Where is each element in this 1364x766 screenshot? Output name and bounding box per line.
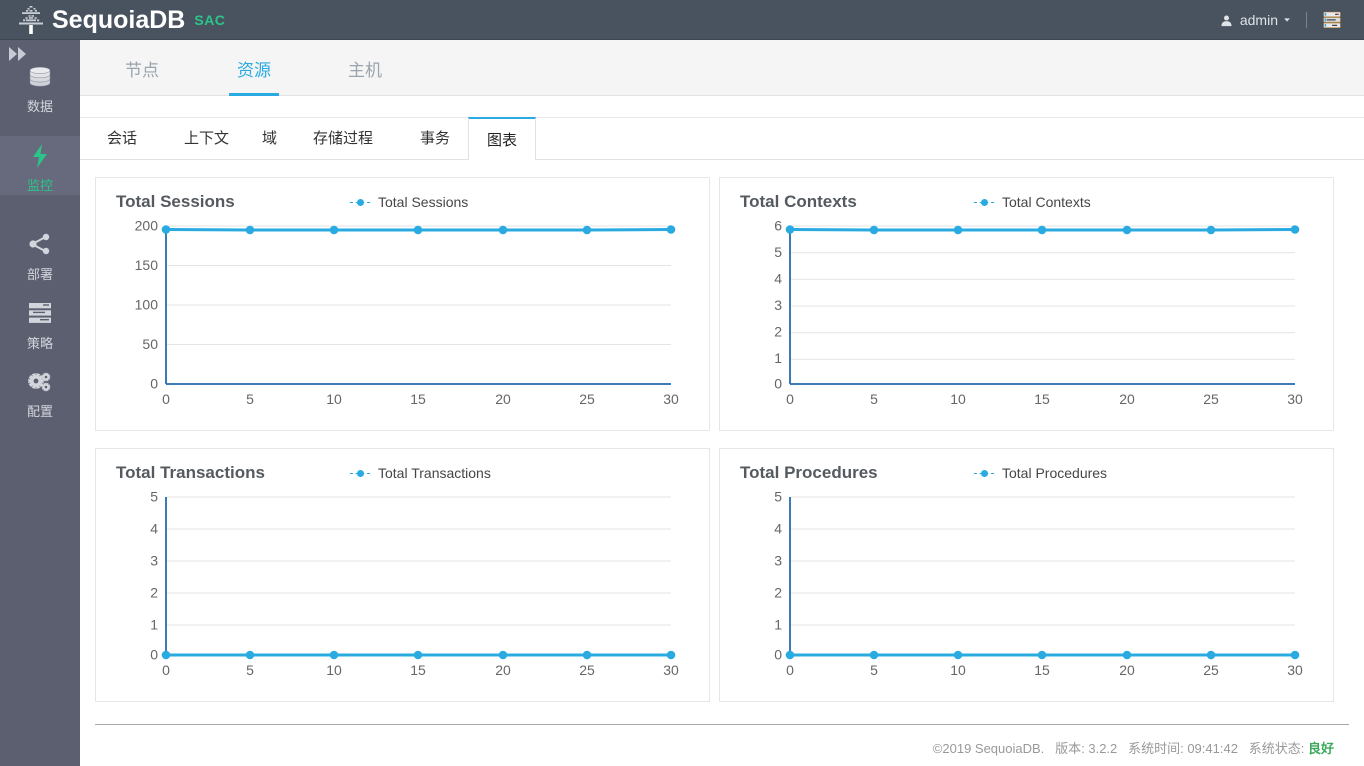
svg-text:6: 6 [774,218,782,234]
svg-text:15: 15 [410,391,426,407]
svg-text:5: 5 [246,391,254,407]
svg-text:15: 15 [1034,391,1050,407]
svg-text:25: 25 [579,391,595,407]
svg-text:4: 4 [150,521,158,537]
svg-text:20: 20 [495,662,511,678]
svg-text:2: 2 [774,585,782,601]
svg-text:15: 15 [1034,662,1050,678]
svg-text:3: 3 [150,553,158,569]
svg-text:25: 25 [579,662,595,678]
svg-text:20: 20 [495,391,511,407]
svg-text:25: 25 [1203,662,1219,678]
svg-text:5: 5 [774,244,782,260]
svg-text:25: 25 [1203,391,1219,407]
svg-text:5: 5 [870,662,878,678]
svg-text:5: 5 [870,391,878,407]
svg-text:0: 0 [774,376,782,392]
svg-text:150: 150 [135,257,159,273]
svg-text:5: 5 [774,489,782,505]
svg-text:100: 100 [135,297,159,313]
svg-text:1: 1 [150,617,158,633]
svg-text:50: 50 [142,336,158,352]
svg-text:5: 5 [150,489,158,505]
svg-text:1: 1 [774,350,782,366]
svg-text:10: 10 [950,391,966,407]
svg-text:10: 10 [950,662,966,678]
svg-text:3: 3 [774,553,782,569]
svg-text:3: 3 [774,297,782,313]
svg-text:10: 10 [326,391,342,407]
svg-text:0: 0 [162,662,170,678]
svg-text:4: 4 [774,271,782,287]
svg-text:30: 30 [1287,662,1303,678]
svg-text:30: 30 [663,662,679,678]
svg-text:15: 15 [410,662,426,678]
svg-text:200: 200 [135,218,159,234]
svg-text:5: 5 [246,662,254,678]
svg-text:20: 20 [1119,391,1135,407]
svg-text:0: 0 [786,391,794,407]
svg-text:0: 0 [774,647,782,663]
svg-text:2: 2 [774,324,782,340]
svg-text:2: 2 [150,585,158,601]
svg-text:1: 1 [774,617,782,633]
svg-text:30: 30 [663,391,679,407]
svg-text:0: 0 [150,647,158,663]
svg-text:0: 0 [162,391,170,407]
svg-text:4: 4 [774,521,782,537]
svg-text:20: 20 [1119,662,1135,678]
svg-text:0: 0 [786,662,794,678]
svg-text:30: 30 [1287,391,1303,407]
svg-text:0: 0 [150,376,158,392]
svg-text:10: 10 [326,662,342,678]
